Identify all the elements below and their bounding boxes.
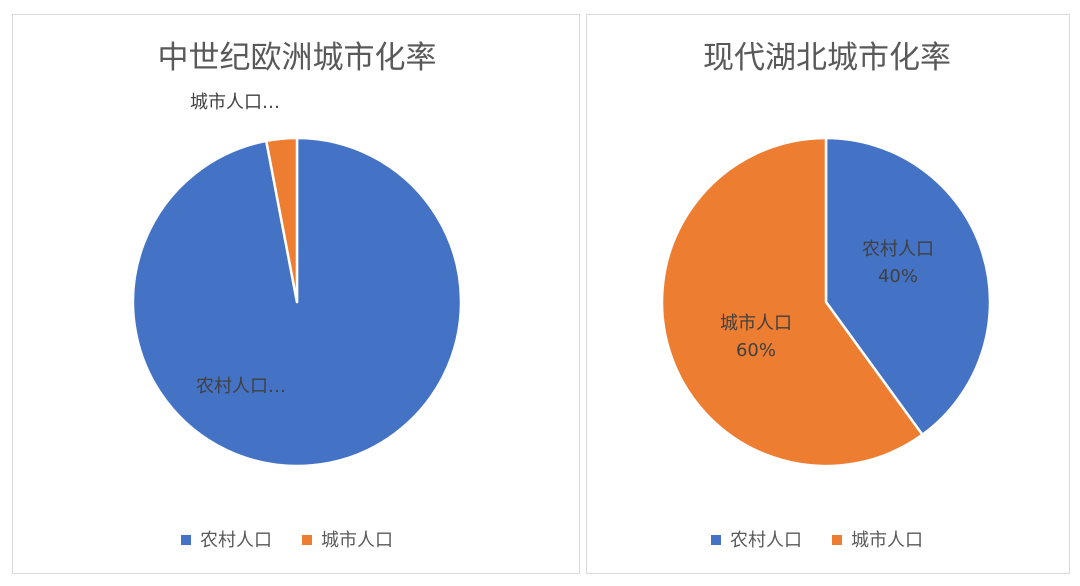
pie-slice-rural [824, 136, 992, 436]
legend-swatch-urban [832, 535, 842, 545]
legend-entry-rural: 农村人口 [730, 530, 802, 551]
legend: 农村人口 城市人口 [711, 530, 923, 551]
data-label-urban-value: 60% [736, 340, 776, 361]
legend-entry-rural: 农村人口 [200, 530, 272, 551]
legend-entry-urban: 城市人口 [851, 530, 923, 551]
data-label-rural: 农村人口… [196, 376, 286, 397]
chart-title: 中世纪欧洲城市化率 [158, 40, 437, 76]
chart-panel-medieval-europe: 中世纪欧洲城市化率 城市人口… 农村人口… 农村人口 城市人口 [12, 14, 580, 574]
data-label-urban-name: 城市人口 [720, 313, 792, 334]
pie-slices [660, 136, 992, 468]
legend-swatch-rural [181, 535, 191, 545]
chart-title: 现代湖北城市化率 [703, 40, 951, 76]
data-label-rural-value: 40% [878, 266, 918, 287]
legend-swatch-rural [711, 535, 721, 545]
legend-swatch-urban [302, 535, 312, 545]
pie-slice-urban [265, 136, 299, 304]
legend-entry-urban: 城市人口 [321, 530, 393, 551]
legend: 农村人口 城市人口 [181, 530, 393, 551]
pie-chart-modern-hubei: 现代湖北城市化率 农村人口 40% 城市人口 60% 农村人口 城市人口 [660, 40, 992, 551]
pie-slices [131, 136, 463, 468]
data-label-rural-name: 农村人口 [862, 239, 934, 260]
pie-chart-medieval-europe: 中世纪欧洲城市化率 城市人口… 农村人口… 农村人口 城市人口 [131, 40, 463, 551]
pie-slice-urban [660, 136, 924, 468]
chart-panel-modern-hubei: 现代湖北城市化率 农村人口 40% 城市人口 60% 农村人口 城市人口 [586, 14, 1070, 574]
data-label-urban: 城市人口… [190, 92, 280, 113]
